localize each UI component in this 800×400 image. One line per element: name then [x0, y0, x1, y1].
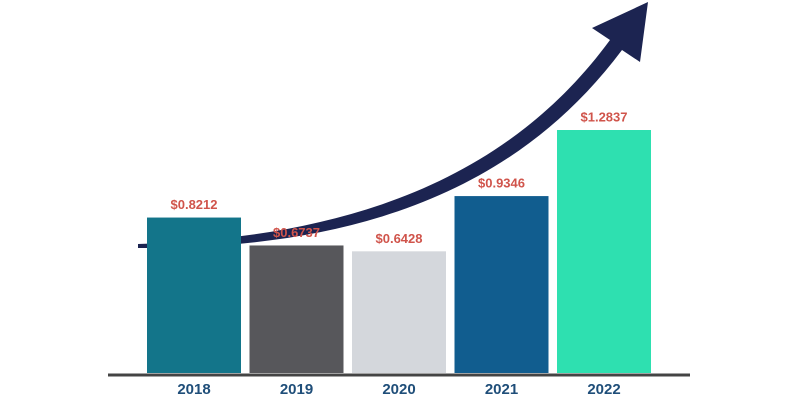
value-label: $0.6428	[376, 231, 423, 246]
category-label: 2021	[485, 381, 518, 398]
value-label: $1.2837	[581, 109, 628, 124]
bar	[147, 217, 241, 373]
value-label: $0.6737	[273, 225, 320, 240]
category-label: 2018	[177, 381, 210, 398]
bar	[454, 196, 549, 373]
bar	[249, 245, 344, 373]
category-label: 2022	[587, 381, 620, 398]
bar	[352, 251, 446, 373]
bar	[557, 130, 651, 373]
category-label: 2020	[382, 381, 415, 398]
growth-arrow	[138, 2, 648, 249]
value-label: $0.8212	[171, 197, 218, 212]
category-label: 2019	[280, 381, 313, 398]
value-label: $0.9346	[478, 176, 525, 191]
